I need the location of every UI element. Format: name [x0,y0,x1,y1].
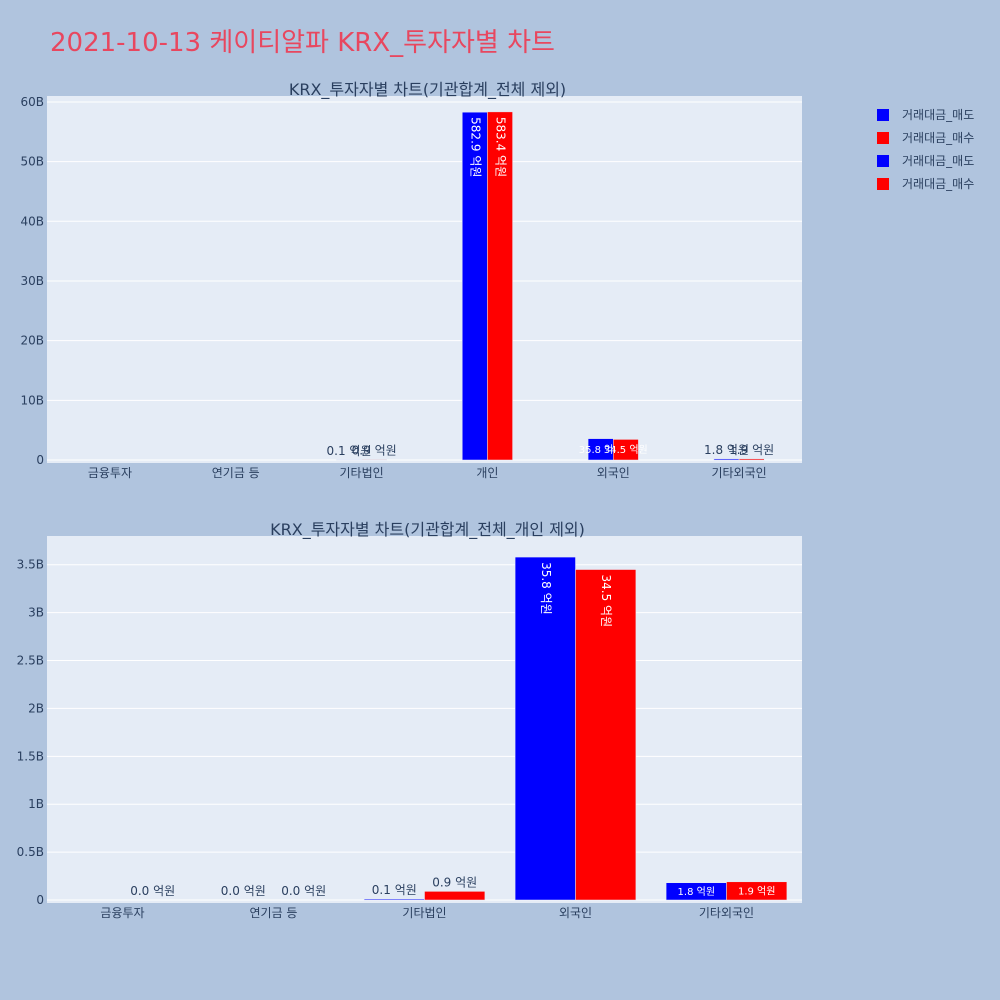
bar [575,569,637,901]
legend-swatch [877,155,889,167]
data-label: 0.9 억원 [352,443,397,457]
data-label: 0.9 억원 [432,875,477,889]
data-label: 35.8 억원 [579,444,623,456]
x-tick-label: 기타외국인 [699,906,754,920]
x-tick-label: 기타외국인 [711,466,766,480]
bar [738,458,765,461]
x-tick-label: 연기금 등 [212,466,260,480]
data-label: 34.5 억원 [604,444,648,456]
bar [361,459,388,461]
legend-item: 거래대금_매수 [902,131,974,145]
y-tick-label: 30B [20,274,44,288]
y-tick-label: 60B [20,95,44,109]
y-tick-label: 40B [20,214,44,228]
data-label: 1.8 억원 [704,443,749,457]
bar [462,111,488,461]
y-tick-label: 3.5B [17,558,44,572]
plot-area-1 [47,96,802,463]
bar [613,439,639,461]
subplot-title: KRX_투자자별 차트(기관합계_전체 제외) [289,80,566,100]
y-tick-label: 0 [36,893,44,907]
x-tick-label: 기타법인 [402,906,446,920]
data-label: 1.9 억원 [729,443,774,457]
legend-item: 거래대금_매도 [902,154,974,168]
x-tick-label: 연기금 등 [250,906,298,920]
data-label: 0.0 억원 [130,884,175,898]
x-tick-label: 금융투자 [88,466,132,480]
data-label: 1.9 억원 [738,885,775,897]
data-label: 0.1 억원 [327,444,372,458]
subplot-title: KRX_투자자별 차트(기관합계_전체_개인 제외) [270,520,585,540]
y-tick-label: 3B [28,606,44,620]
x-tick-label: 외국인 [597,466,630,480]
y-tick-label: 2.5B [17,654,44,668]
legend-item: 거래대금_매도 [902,108,974,122]
y-tick-label: 20B [20,334,44,348]
y-tick-label: 2B [28,701,44,715]
y-tick-label: 1B [28,797,44,811]
plot-area-2 [47,536,802,903]
legend-swatch [877,178,889,190]
legend-swatch [877,132,889,144]
data-label: 583.4 억원 [494,117,508,177]
y-tick-label: 10B [20,393,44,407]
x-tick-label: 개인 [476,466,498,480]
main-title: 2021-10-13 케이티알파 KRX_투자자별 차트 [50,28,555,58]
data-label: 35.8 억원 [539,562,553,615]
legend-item: 거래대금_매수 [902,177,974,191]
bar [726,881,788,901]
data-label: 34.5 억원 [599,575,613,628]
data-label: 0.0 억원 [221,884,266,898]
bar [363,898,425,901]
data-label: 0.0 억원 [281,884,326,898]
bar [424,891,486,901]
y-tick-label: 0 [36,453,44,467]
y-tick-label: 0.5B [17,845,44,859]
data-label: 0.1 억원 [372,883,417,897]
bar [514,556,576,901]
y-tick-label: 1.5B [17,749,44,763]
bar [487,111,513,461]
x-tick-label: 금융투자 [100,906,144,920]
bar [713,458,740,461]
x-tick-label: 기타법인 [339,466,383,480]
data-label: 582.9 억원 [468,117,482,177]
x-tick-label: 외국인 [559,906,592,920]
y-tick-label: 50B [20,155,44,169]
data-label: 1.8 억원 [678,886,715,898]
legend-swatch [877,109,889,121]
